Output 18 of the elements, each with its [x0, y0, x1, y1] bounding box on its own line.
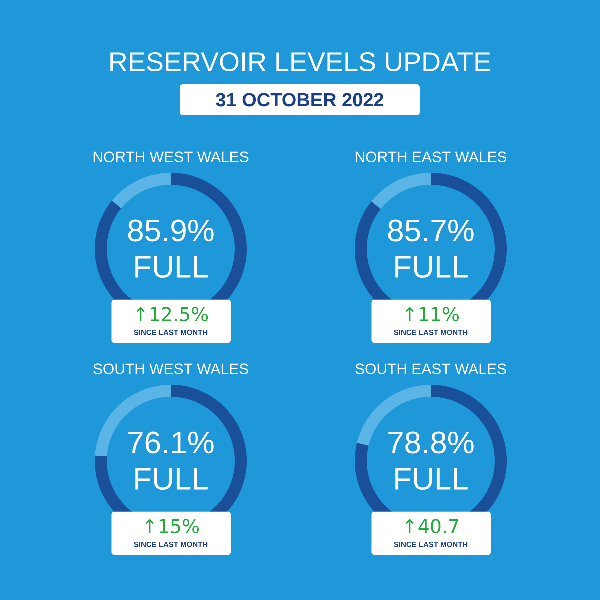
- text: FULL: [136, 468, 208, 490]
- data-label: 85.9%: [128, 220, 214, 242]
- text: ↑11%: [406, 307, 460, 322]
- text: ↑12.5%: [136, 307, 208, 322]
- chart-title: SOUTH EAST WALES: [356, 364, 506, 374]
- data-label: 78.8%: [388, 432, 474, 454]
- text: FULL: [136, 256, 208, 278]
- text: FULL: [396, 468, 468, 490]
- chart-title: NORTH EAST WALES: [356, 152, 507, 162]
- text: RESERVOIR LEVELS UPDATE: [110, 52, 490, 72]
- text: 31 OCTOBER 2022: [216, 93, 384, 107]
- text: FULL: [396, 256, 468, 278]
- chart-title: NORTH WEST WALES: [94, 152, 249, 162]
- data-label: 76.1%: [128, 432, 214, 454]
- chart-title: SOUTH WEST WALES: [94, 364, 248, 374]
- text: ↑40.7: [406, 519, 458, 534]
- data-label: 85.7%: [388, 220, 474, 242]
- text: ↑15%: [146, 519, 200, 534]
